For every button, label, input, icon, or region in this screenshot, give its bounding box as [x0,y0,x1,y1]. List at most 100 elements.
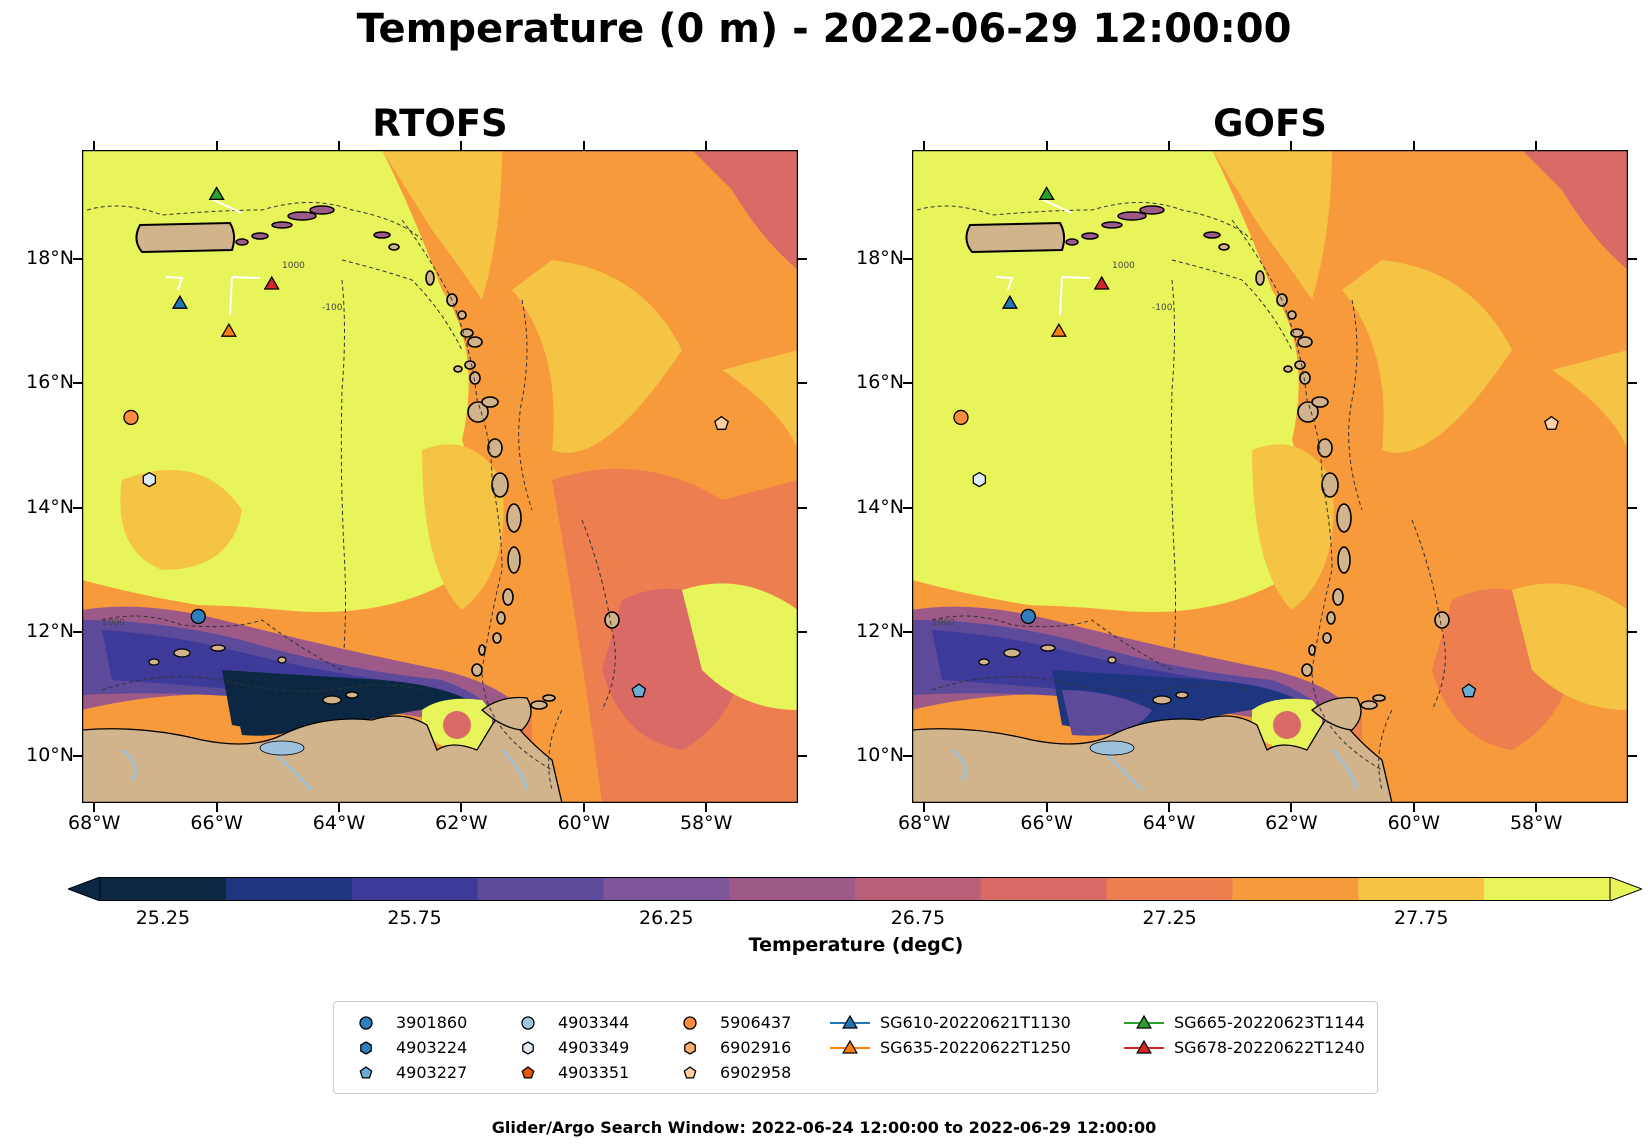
legend-item: 4903351 [504,1060,629,1085]
glider-track-sg665 [208,197,243,214]
bathymetry-contour [101,615,343,671]
colorbar-segment [1106,877,1233,901]
island [1297,336,1313,348]
glider-sg610 [1001,294,1018,309]
argo-legend-symbol [359,1065,373,1079]
legend-item: 4903344 [504,1010,629,1035]
argo-float-6902958 [714,415,729,430]
legend-item: 4903349 [504,1035,629,1060]
x-tick-label: 60°W [557,812,611,834]
glider-sg610 [171,294,188,309]
glider-track-sg665 [1038,197,1073,214]
x-tick-mark [1535,141,1538,150]
x-tick-mark [460,803,463,812]
argo-legend-symbol [521,1065,535,1079]
figure-title: Temperature (0 m) - 2022-06-29 12:00:00 [356,6,1292,52]
search-window-note: Glider/Argo Search Window: 2022-06-24 12… [491,1118,1157,1137]
colorbar-segment [1358,877,1485,901]
island [604,611,620,629]
island [1117,211,1147,221]
island [1434,611,1450,629]
island [453,365,463,373]
island [1332,588,1344,606]
island [1308,644,1316,656]
island [1003,648,1021,658]
legend-column: 3901860 4903224 4903227 [342,1010,467,1085]
colorbar-tick-label: 26.25 [639,907,694,929]
legend-item: SG665-20220623T1144 [1120,1010,1365,1035]
argo-float-5906437 [953,409,969,426]
glider-sg635 [220,322,237,337]
island [1301,663,1313,677]
glider-legend-symbol [1124,1014,1164,1029]
x-tick-label: 66°W [1020,812,1073,834]
y-tick-label: 14°N [856,495,904,518]
x-tick-mark [1168,803,1171,812]
colorbar-segment [980,877,1108,901]
island [251,232,269,240]
glider-sg635 [1050,322,1067,337]
island [496,611,506,625]
island [1326,611,1336,625]
y-tick-mark [1628,257,1637,260]
temperature-region [1342,260,1512,453]
legend-label: 4903351 [558,1063,630,1082]
argo-float-4903349 [142,471,157,488]
colorbar-segment [855,877,982,901]
colorbar-label: Temperature (degC) [748,934,964,956]
island [1283,365,1293,373]
colorbar-segment [477,877,604,901]
colorbar-segment [729,877,856,901]
x-tick-mark [338,141,341,150]
map-panel-rtofs: 1000 -100 1000 [82,150,798,803]
island [210,644,226,652]
colorbar [68,877,1642,901]
lake-maracaibo [259,740,305,756]
y-tick-mark [73,630,82,633]
island [1321,472,1339,498]
y-tick-label: 16°N [26,371,74,394]
glider-sg665 [208,186,225,201]
island [1065,238,1079,246]
glider-sg678 [1093,275,1110,290]
island [287,211,317,221]
island [1360,700,1378,710]
temperature-region [512,260,682,453]
bathymetry-contour [931,676,1253,692]
legend-label: 6902916 [720,1038,792,1057]
island [1297,401,1319,423]
y-tick-mark [798,382,807,385]
bathymetry-contour [101,676,423,692]
y-tick-mark [903,257,912,260]
temperature-region [1522,150,1628,270]
temperature-region [722,350,798,450]
island [530,700,548,710]
x-tick-label: 62°W [435,812,488,834]
island [1081,232,1099,240]
island [1322,632,1332,644]
y-tick-mark [73,382,82,385]
bathymetry-contour [340,279,346,651]
island [1336,503,1352,533]
trinidad [480,696,532,731]
x-tick-mark [1290,141,1293,150]
argo-legend-symbol [522,1040,534,1055]
colorbar-tick-label: 25.75 [387,907,442,929]
contour-label: 1000 [102,618,125,628]
colorbar-segment [1484,877,1611,901]
legend-label: 5906437 [720,1013,792,1032]
colorbar-segment [100,877,227,901]
bathymetry-contour [1171,259,1293,351]
colorbar-extend-high [1609,877,1642,901]
bathymetry-contour [518,299,533,511]
x-tick-mark [93,803,96,812]
colorbar-tick-label: 25.25 [135,907,191,929]
x-tick-mark [1290,803,1293,812]
island [173,648,191,658]
legend-label: SG665-20220623T1144 [1174,1013,1365,1032]
y-tick-mark [73,755,82,758]
island [373,231,391,239]
island [457,310,467,320]
x-tick-label: 68°W [898,812,951,834]
temperature-region [120,470,242,570]
